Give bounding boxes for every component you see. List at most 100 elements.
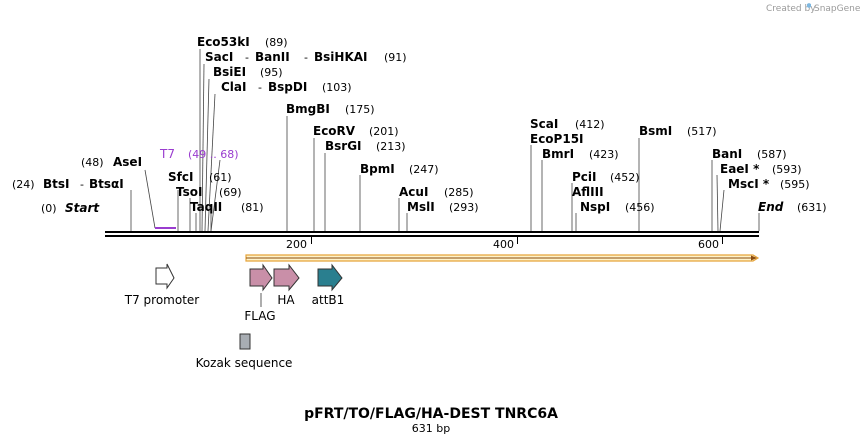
- svg-text:-: -: [304, 51, 308, 64]
- sequence-backbone-top: [105, 231, 759, 233]
- t7-primer-bar: [155, 227, 176, 229]
- svg-text:BanI: BanI: [712, 147, 742, 161]
- svg-text:TaqII: TaqII: [190, 200, 222, 214]
- flag-label: FLAG: [244, 309, 275, 323]
- site-ecorv[interactable]: EcoRV (201): [313, 124, 399, 138]
- svg-text:(285): (285): [444, 186, 474, 199]
- svg-text:(91): (91): [384, 51, 407, 64]
- sequence-backbone-bottom: [105, 235, 759, 237]
- svg-text:BmrI: BmrI: [542, 147, 574, 161]
- svg-text:BspDI: BspDI: [268, 80, 307, 94]
- svg-text:Start: Start: [65, 201, 100, 215]
- svg-text:AseI: AseI: [113, 155, 142, 169]
- svg-text:End: End: [758, 200, 784, 214]
- svg-text:(95): (95): [260, 66, 283, 79]
- site-bmgbi[interactable]: BmgBI (175): [286, 102, 375, 116]
- flag-feature[interactable]: [249, 263, 273, 292]
- site-sfci[interactable]: SfcI (61): [168, 170, 232, 184]
- t7-promoter-label: T7 promoter: [124, 293, 200, 307]
- site-afliii[interactable]: AflIII: [572, 185, 604, 199]
- svg-text:-: -: [80, 178, 84, 191]
- site-start[interactable]: (0) Start: [41, 201, 100, 215]
- svg-text:(412): (412): [575, 118, 605, 131]
- svg-text:(81): (81): [241, 201, 264, 214]
- site-taqii[interactable]: TaqII (81): [190, 200, 264, 214]
- site-msli[interactable]: MslI (293): [407, 200, 479, 214]
- ruler-tick-200: 200: [286, 238, 307, 251]
- ruler-tick-600: 600: [698, 238, 719, 251]
- credit-text: Created by: [766, 4, 816, 14]
- site-tsoi[interactable]: TsoI (69): [176, 185, 242, 199]
- svg-text:MslI: MslI: [407, 200, 435, 214]
- svg-text:PciI: PciI: [572, 170, 597, 184]
- site-bpmi[interactable]: BpmI (247): [360, 162, 439, 176]
- site-bsrgi[interactable]: BsrGI (213): [325, 139, 406, 153]
- svg-text:T7: T7: [159, 147, 175, 161]
- svg-text:BsiEI: BsiEI: [213, 65, 246, 79]
- site-asei[interactable]: (48) AseI: [81, 155, 142, 169]
- svg-text:(175): (175): [345, 103, 375, 116]
- site-msci[interactable]: MscI * (595): [728, 177, 810, 191]
- svg-text:SacI: SacI: [205, 50, 233, 64]
- site-bani[interactable]: BanI (587): [712, 147, 787, 161]
- svg-text:(213): (213): [376, 140, 406, 153]
- svg-text:(201): (201): [369, 125, 399, 138]
- svg-text:(595): (595): [780, 178, 810, 191]
- ha-feature[interactable]: [273, 263, 300, 292]
- svg-text:Eco53kI: Eco53kI: [197, 35, 250, 49]
- svg-text:(48): (48): [81, 156, 104, 169]
- attb1-label: attB1: [312, 293, 345, 307]
- site-bsmi[interactable]: BsmI (517): [639, 124, 717, 138]
- site-saci[interactable]: SacI - BanII - BsiHKAI (91): [205, 50, 407, 64]
- orf-arrow[interactable]: [245, 254, 760, 262]
- map-title: pFRT/TO/FLAG/HA-DEST TNRC6A: [304, 406, 558, 422]
- svg-text:(49 .. 68): (49 .. 68): [188, 148, 239, 161]
- svg-text:EcoRV: EcoRV: [313, 124, 356, 138]
- svg-text:BsmI: BsmI: [639, 124, 672, 138]
- svg-text:NspI: NspI: [580, 200, 610, 214]
- site-acui[interactable]: AcuI (285): [399, 185, 474, 199]
- site-bmri[interactable]: BmrI (423): [542, 147, 619, 161]
- svg-text:(631): (631): [797, 201, 827, 214]
- svg-text:(517): (517): [687, 125, 717, 138]
- ha-label: HA: [277, 293, 295, 307]
- svg-text:(24): (24): [12, 178, 35, 191]
- svg-text:(103): (103): [322, 81, 352, 94]
- site-bsiei[interactable]: BsiEI (95): [213, 65, 283, 79]
- svg-text:(293): (293): [449, 201, 479, 214]
- credit-brand: SnapGene: [814, 4, 861, 14]
- svg-text:(61): (61): [209, 171, 232, 184]
- svg-text:AcuI: AcuI: [399, 185, 428, 199]
- site-eco53ki[interactable]: Eco53kI (89): [197, 35, 288, 49]
- svg-text:(587): (587): [757, 148, 787, 161]
- svg-text:(0): (0): [41, 202, 57, 215]
- site-nspi[interactable]: NspI (456): [580, 200, 655, 214]
- site-leader-lines: [130, 49, 760, 232]
- snapgene-logo-icon: [807, 3, 811, 8]
- map-length: 631 bp: [412, 422, 450, 435]
- site-t7-primer[interactable]: T7 (49 .. 68): [159, 147, 239, 161]
- svg-text:BsrGI: BsrGI: [325, 139, 362, 153]
- site-scai[interactable]: ScaI (412): [530, 117, 605, 131]
- site-eaei[interactable]: EaeI * (593): [720, 162, 802, 176]
- attb1-feature[interactable]: [317, 263, 343, 292]
- site-pcii[interactable]: PciI (452): [572, 170, 640, 184]
- site-btsi[interactable]: (24) BtsI - BtsαI: [12, 177, 124, 191]
- svg-text:TsoI: TsoI: [176, 185, 202, 199]
- svg-text:SfcI: SfcI: [168, 170, 193, 184]
- svg-text:BsiHKAI: BsiHKAI: [314, 50, 368, 64]
- t7-promoter-feature[interactable]: [155, 263, 175, 290]
- svg-text:BanII: BanII: [255, 50, 290, 64]
- svg-text:(456): (456): [625, 201, 655, 214]
- svg-text:-: -: [258, 81, 262, 94]
- svg-text:(247): (247): [409, 163, 439, 176]
- ruler: [311, 237, 723, 244]
- kozak-feature[interactable]: [239, 333, 251, 350]
- site-end[interactable]: End (631): [758, 200, 827, 214]
- svg-text:-: -: [245, 51, 249, 64]
- site-clai[interactable]: ClaI - BspDI (103): [221, 80, 352, 94]
- site-ecop15i[interactable]: EcoP15I: [530, 132, 584, 146]
- svg-text:AflIII: AflIII: [572, 185, 604, 199]
- svg-text:ScaI: ScaI: [530, 117, 558, 131]
